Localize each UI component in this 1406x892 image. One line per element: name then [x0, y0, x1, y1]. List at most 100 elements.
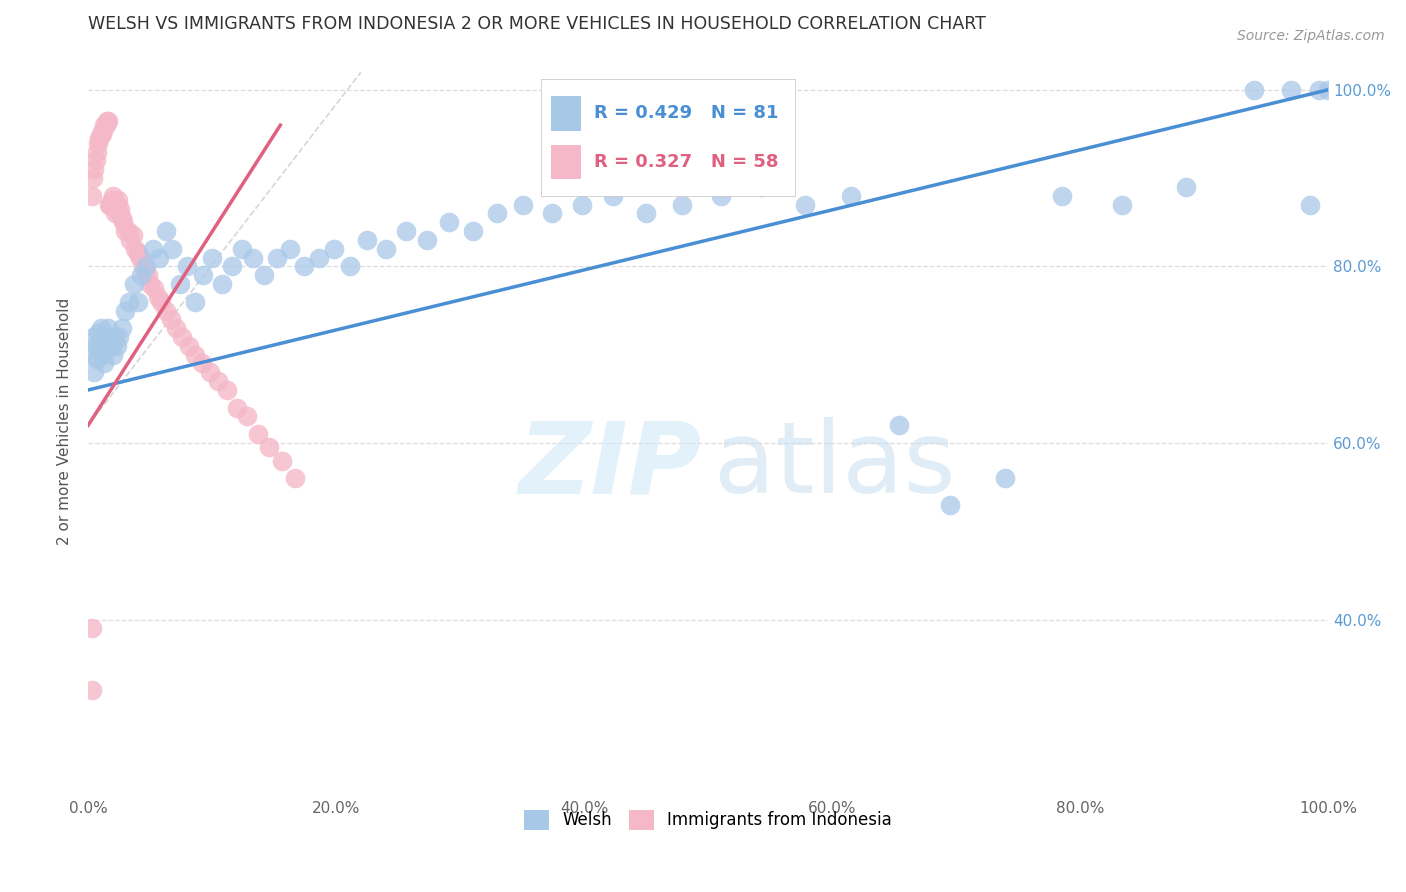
Point: [105, 197, 128, 211]
Point: [84, 153, 107, 168]
Point: [176, 260, 198, 274]
Point: [84, 339, 107, 353]
Text: WELSH VS IMMIGRANTS FROM INDONESIA 2 OR MORE VEHICLES IN HOUSEHOLD CORRELATION C: WELSH VS IMMIGRANTS FROM INDONESIA 2 OR …: [89, 15, 986, 33]
Text: Source: ZipAtlas.com: Source: ZipAtlas.com: [1237, 29, 1385, 43]
Point: [201, 251, 224, 265]
Point: [253, 268, 276, 283]
Point: [86, 145, 108, 159]
Point: [98, 334, 121, 349]
Point: [114, 303, 136, 318]
Point: [80, 188, 103, 202]
Point: [671, 197, 693, 211]
Point: [394, 224, 416, 238]
Point: [132, 260, 155, 274]
Point: [90, 339, 112, 353]
Point: [339, 260, 361, 274]
Point: [127, 246, 149, 260]
Point: [292, 260, 315, 274]
Point: [887, 418, 910, 433]
Legend: Welsh, Immigrants from Indonesia: Welsh, Immigrants from Indonesia: [517, 803, 898, 837]
Y-axis label: 2 or more Vehicles in Household: 2 or more Vehicles in Household: [58, 297, 72, 544]
Point: [135, 260, 157, 274]
Point: [1174, 180, 1197, 194]
Point: [461, 224, 484, 238]
Point: [90, 127, 112, 141]
Point: [89, 131, 111, 145]
Point: [221, 260, 243, 274]
Point: [541, 206, 564, 220]
Point: [91, 348, 114, 362]
Point: [793, 197, 815, 211]
Point: [1243, 83, 1265, 97]
Point: [122, 277, 145, 291]
Point: [415, 233, 437, 247]
Point: [82, 171, 104, 186]
Point: [97, 321, 120, 335]
Point: [127, 294, 149, 309]
Point: [101, 348, 124, 362]
Point: [107, 193, 129, 207]
Point: [636, 206, 658, 220]
Point: [207, 374, 229, 388]
Point: [184, 294, 207, 309]
Point: [90, 321, 112, 335]
Point: [191, 357, 214, 371]
Point: [93, 118, 115, 132]
Point: [111, 215, 134, 229]
Point: [172, 330, 194, 344]
Point: [193, 268, 215, 283]
Point: [103, 197, 125, 211]
Point: [602, 188, 624, 202]
Point: [121, 228, 143, 243]
Point: [83, 365, 105, 379]
Point: [94, 118, 117, 132]
Point: [96, 113, 118, 128]
Point: [118, 294, 141, 309]
Point: [104, 206, 127, 220]
Point: [96, 330, 118, 344]
Point: [160, 312, 183, 326]
Point: [155, 224, 177, 238]
Point: [108, 330, 131, 344]
Point: [155, 303, 177, 318]
Point: [169, 277, 191, 291]
Text: ZIP: ZIP: [519, 417, 702, 515]
Point: [512, 197, 534, 211]
Point: [80, 683, 103, 698]
Point: [148, 251, 170, 265]
Point: [162, 242, 184, 256]
Point: [146, 290, 169, 304]
Point: [1298, 197, 1320, 211]
Point: [100, 330, 122, 344]
Point: [103, 334, 125, 349]
Point: [136, 268, 159, 283]
Point: [486, 206, 509, 220]
Point: [226, 401, 249, 415]
Point: [134, 264, 156, 278]
Point: [751, 180, 773, 194]
Point: [437, 215, 460, 229]
Point: [150, 294, 173, 309]
Point: [93, 334, 115, 349]
Point: [131, 268, 153, 283]
Point: [939, 498, 962, 512]
Point: [165, 321, 187, 335]
Point: [266, 251, 288, 265]
Point: [270, 453, 292, 467]
Point: [215, 383, 238, 397]
Point: [993, 471, 1015, 485]
Point: [82, 330, 104, 344]
Point: [98, 197, 121, 211]
Point: [100, 197, 122, 211]
Point: [80, 621, 103, 635]
Point: [110, 202, 132, 216]
Text: atlas: atlas: [714, 417, 956, 515]
Point: [839, 188, 862, 202]
Point: [86, 352, 108, 367]
Point: [83, 162, 105, 177]
Point: [117, 224, 139, 238]
Point: [211, 277, 233, 291]
Point: [142, 281, 165, 295]
Point: [129, 251, 152, 265]
Point: [1050, 188, 1073, 202]
